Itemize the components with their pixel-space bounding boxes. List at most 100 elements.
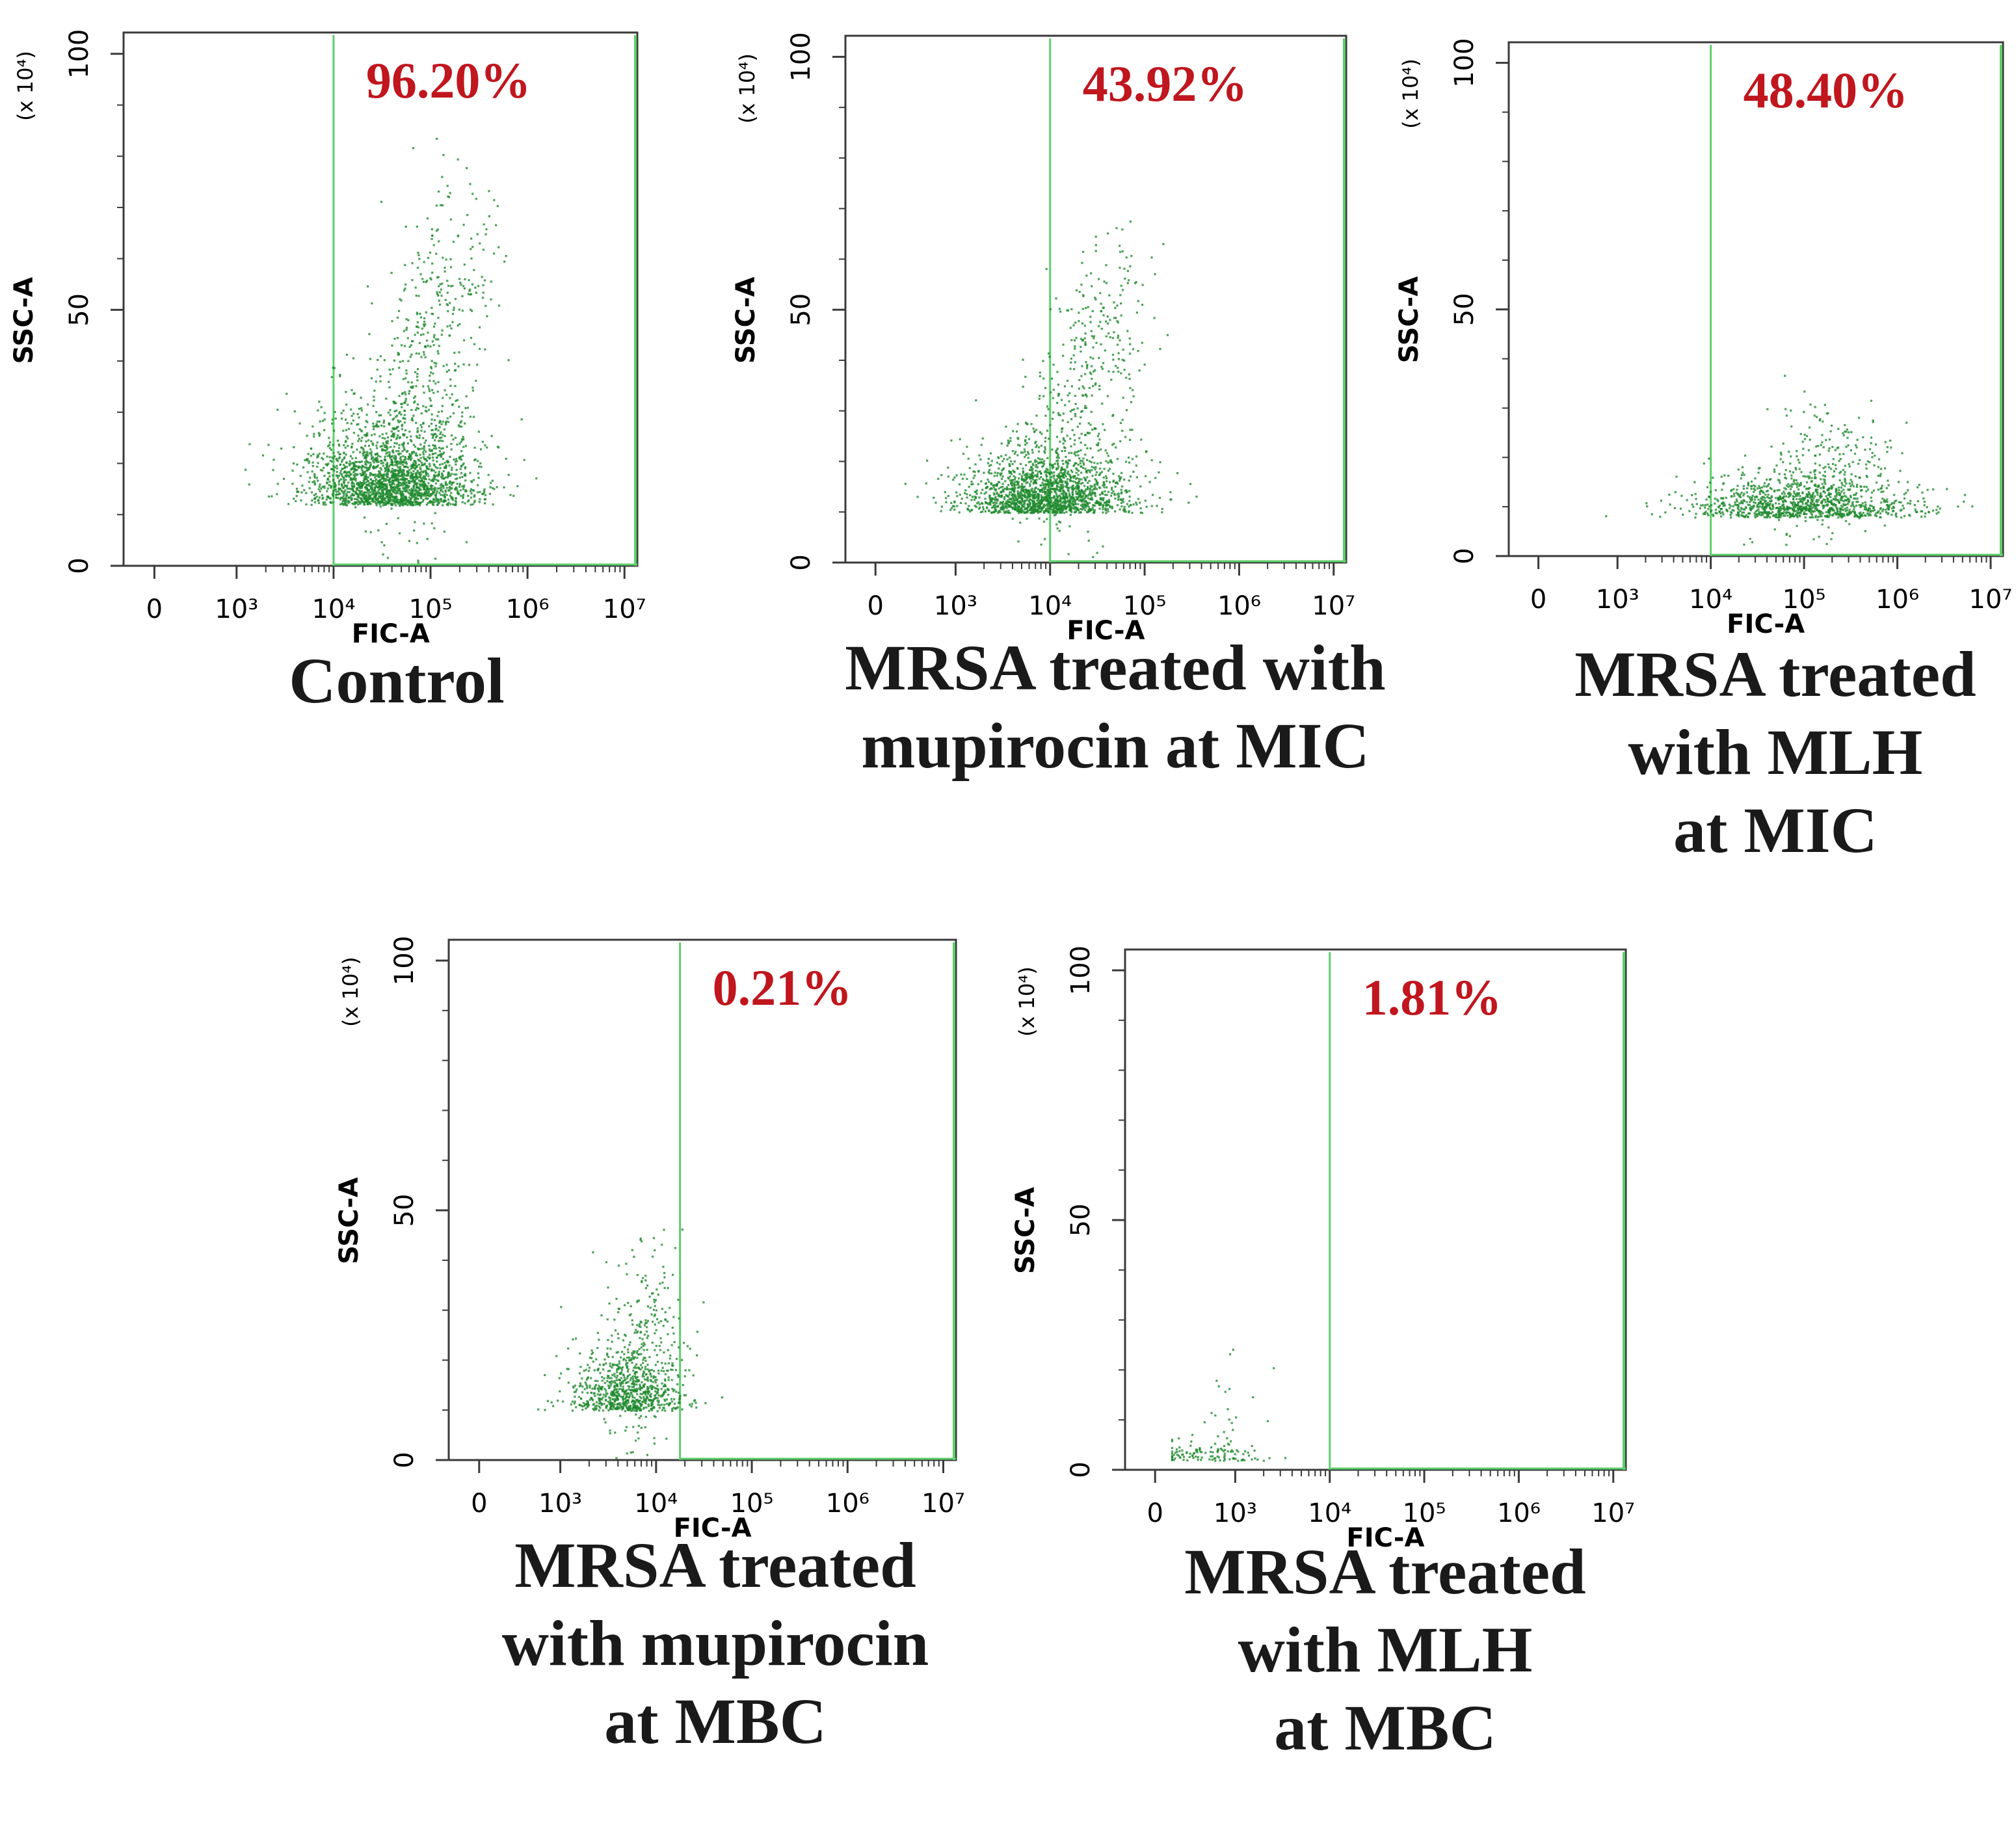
scatter-point <box>1017 505 1020 508</box>
scatter-point <box>373 425 376 428</box>
scatter-point <box>446 185 449 187</box>
scatter-point <box>462 494 465 496</box>
scatter-point <box>1086 367 1089 369</box>
scatter-point <box>380 481 383 484</box>
scatter-point <box>420 356 423 358</box>
scatter-point <box>1099 462 1102 464</box>
scatter-point <box>1015 502 1017 505</box>
scatter-point <box>483 279 486 282</box>
scatter-point <box>438 426 441 429</box>
scatter-point <box>326 445 330 447</box>
scatter-point <box>505 255 507 258</box>
scatter-point <box>1118 475 1121 477</box>
scatter-point <box>1051 448 1054 451</box>
scatter-point <box>1125 460 1128 463</box>
scatter-point <box>979 506 981 509</box>
scatter-point <box>1040 503 1042 505</box>
scatter-point <box>1029 503 1031 505</box>
scatter-point <box>352 393 355 395</box>
scatter-point <box>402 444 405 446</box>
scatter-point <box>416 454 419 457</box>
scatter-point <box>1106 477 1108 480</box>
scatter-point <box>1041 499 1044 501</box>
scatter-point <box>1007 442 1010 444</box>
scatter-point <box>1061 487 1064 490</box>
scatter-point <box>1141 284 1144 286</box>
scatter-point <box>1095 481 1098 483</box>
scatter-point <box>471 503 474 506</box>
scatter-point <box>383 483 386 486</box>
scatter-point <box>1059 472 1062 474</box>
scatter-point <box>1020 486 1024 489</box>
scatter-point <box>368 333 371 336</box>
scatter-point <box>1042 377 1045 380</box>
scatter-point <box>1046 490 1050 492</box>
scatter-point <box>1098 325 1100 328</box>
scatter-point <box>1047 352 1050 355</box>
scatter-point <box>425 492 427 494</box>
scatter-point <box>1020 503 1023 505</box>
scatter-point <box>352 490 355 492</box>
scatter-point <box>410 491 413 494</box>
scatter-point <box>345 418 347 421</box>
scatter-point <box>1078 490 1081 492</box>
scatter-point <box>1070 477 1072 479</box>
scatter-point <box>423 475 427 478</box>
scatter-point <box>452 499 455 501</box>
scatter-point <box>341 473 343 475</box>
scatter-point <box>974 497 977 499</box>
scatter-point <box>1036 466 1039 469</box>
scatter-point <box>1710 509 1713 512</box>
scatter-point <box>386 492 388 495</box>
scatter-point <box>1111 492 1113 494</box>
scatter-point <box>341 503 344 505</box>
scatter-point <box>404 458 406 461</box>
scatter-point <box>1089 371 1091 374</box>
scatter-point <box>386 442 389 445</box>
scatter-point <box>1862 436 1864 438</box>
scatter-point <box>466 166 468 169</box>
scatter-point <box>332 492 335 495</box>
scatter-point <box>444 489 447 492</box>
scatter-point <box>1045 475 1048 478</box>
scatter-point <box>1060 478 1063 481</box>
scatter-point <box>984 510 987 512</box>
scatter-point <box>383 449 386 451</box>
scatter-point <box>1050 507 1052 509</box>
scatter-point <box>334 455 336 458</box>
scatter-point <box>431 485 434 487</box>
scatter-point <box>1041 461 1043 464</box>
scatter-point <box>351 389 353 392</box>
scatter-point <box>1037 498 1039 501</box>
scatter-point <box>1052 488 1054 490</box>
scatter-point <box>475 198 477 200</box>
scatter-point <box>1124 508 1126 511</box>
scatter-point <box>1139 507 1142 510</box>
y-tick-label: 100 <box>64 29 94 79</box>
scatter-point <box>415 496 418 499</box>
scatter-point <box>1056 527 1059 530</box>
scatter-point <box>428 388 431 390</box>
scatter-point <box>395 492 397 495</box>
scatter-point <box>425 485 427 487</box>
x-tick-label: 10⁴ <box>1028 591 1072 621</box>
scatter-point <box>1094 244 1097 246</box>
scatter-point <box>353 475 356 477</box>
scatter-point <box>1050 480 1052 483</box>
scatter-point <box>1050 491 1053 494</box>
scatter-point <box>1024 495 1026 498</box>
scatter-point <box>1020 494 1023 496</box>
scatter-point <box>486 315 488 317</box>
scatter-point <box>397 499 400 501</box>
scatter-point <box>291 483 294 485</box>
scatter-point <box>375 466 378 468</box>
scatter-point <box>395 450 398 453</box>
scatter-point <box>491 486 494 490</box>
scatter-point <box>359 451 362 453</box>
scatter-point <box>1126 330 1129 332</box>
scatter-point <box>373 458 375 461</box>
scatter-point <box>378 414 380 417</box>
scatter-point <box>405 462 408 465</box>
scatter-point <box>443 530 445 533</box>
scatter-point <box>1059 477 1061 479</box>
